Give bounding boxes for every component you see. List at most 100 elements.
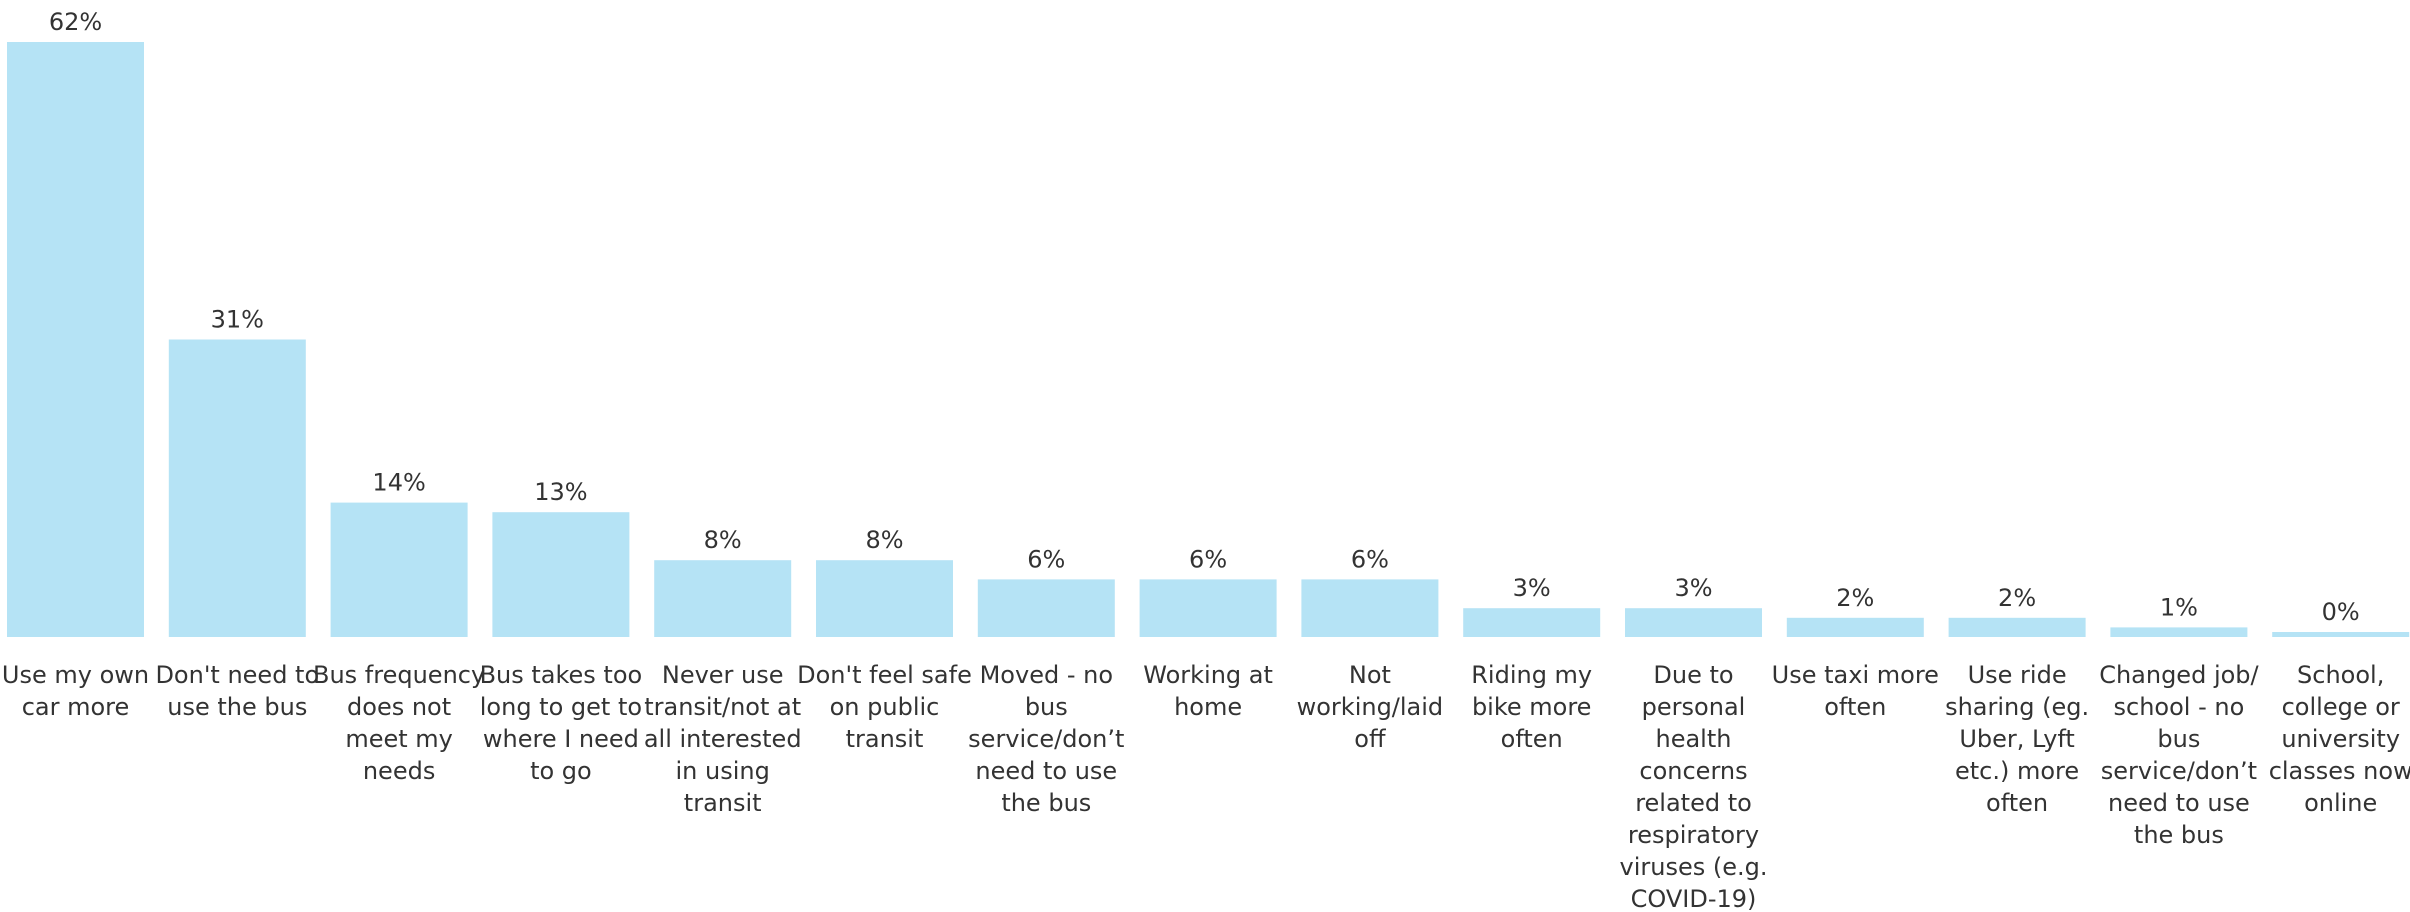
category-label: Never use transit/not at all interested in … [644, 661, 802, 817]
bar [654, 560, 792, 637]
bar [168, 339, 306, 637]
category-label: Moved - no bus service/don’t need to use the… [968, 661, 1124, 817]
category-label-line: home [1174, 693, 1242, 721]
category-label-line: meet my [345, 725, 453, 753]
category-label-line: Changed job/ [2099, 661, 2259, 689]
bar [1786, 617, 1924, 637]
category-label-line: does not [347, 693, 451, 721]
category-label-line: Not [1349, 661, 1391, 689]
category-label: Bus frequency does not meet my needs [313, 661, 485, 785]
category-label-line: the bus [2134, 821, 2224, 849]
value-label: 6% [1189, 545, 1227, 573]
category-label: Riding my bike more often [1471, 661, 1592, 753]
category-label-line: often [1986, 789, 2048, 817]
category-label-line: COVID-19) [1631, 885, 1757, 912]
category-label-line: Riding my [1471, 661, 1592, 689]
category-label: School, college or university classes now on… [2269, 661, 2410, 817]
category-label-line: need to use [2108, 789, 2250, 817]
category-label-line: Don't need to [155, 661, 319, 689]
category-label-line: Working at [1143, 661, 1273, 689]
category-label-line: bus [1025, 693, 1068, 721]
value-label: 31% [211, 306, 264, 334]
category-label-line: online [2304, 789, 2377, 817]
category-label-line: transit [684, 789, 762, 817]
category-label-line: Uber, Lyft [1959, 725, 2075, 753]
bar [977, 579, 1115, 637]
category-label-line: use the bus [167, 693, 307, 721]
category-labels-group: Use my own car more Don't need to use the b… [2, 661, 2410, 912]
category-label-line: to go [530, 757, 592, 785]
category-label-line: transit [846, 725, 924, 753]
category-label-line: bus [2157, 725, 2200, 753]
category-label-line: service/don’t [2101, 757, 2257, 785]
category-label-line: Bus frequency [313, 661, 485, 689]
bars-group [7, 42, 2410, 637]
category-label-line: working/laid [1297, 693, 1444, 721]
category-label-line: related to [1635, 789, 1752, 817]
value-label: 8% [704, 526, 742, 554]
category-label-line: bike more [1472, 693, 1592, 721]
bar [2110, 627, 2248, 637]
value-label: 3% [1513, 574, 1551, 602]
category-label-line: Use my own [2, 661, 149, 689]
category-label: Use taxi more often [1772, 661, 1939, 721]
bar [1463, 608, 1601, 637]
value-label: 2% [1836, 584, 1874, 612]
category-label-line: often [1824, 693, 1886, 721]
category-label-line: need to use [975, 757, 1117, 785]
value-label: 2% [1998, 584, 2036, 612]
value-label: 8% [865, 526, 903, 554]
category-label-line: long to get to [480, 693, 642, 721]
category-label-line: Bus takes too [480, 661, 643, 689]
category-label-line: personal [1642, 693, 1746, 721]
category-label-line: off [1354, 725, 1386, 753]
category-label-line: car more [22, 693, 130, 721]
category-label-line: sharing (eg. [1945, 693, 2089, 721]
category-label: Don't feel safe on public transit [797, 661, 972, 753]
bar [1948, 617, 2086, 637]
value-label: 6% [1351, 545, 1389, 573]
value-labels-group: 62% 31% 14% 13% 8% 8% 6% 6% 6% 3% 3% 2% 2% 1% 0% [49, 8, 2360, 626]
category-label-line: Never use [662, 661, 784, 689]
category-label-line: school - no [2114, 693, 2245, 721]
category-label-line: Use ride [1968, 661, 2067, 689]
category-label-line: Moved - no [980, 661, 1113, 689]
bar [1625, 608, 1762, 637]
category-label-line: concerns [1639, 757, 1747, 785]
category-label-line: college or [2282, 693, 2400, 721]
category-label-line: health [1656, 725, 1732, 753]
category-label: Don't need to use the bus [155, 661, 319, 721]
bar [330, 502, 468, 637]
category-label-line: Use taxi more [1772, 661, 1939, 689]
category-label-line: classes now [2269, 757, 2410, 785]
bar [2272, 632, 2410, 637]
category-label-line: university [2281, 725, 2400, 753]
value-label: 3% [1674, 574, 1712, 602]
category-label: Use my own car more [2, 661, 149, 721]
category-label-line: transit/not at [644, 693, 801, 721]
category-label-line: respiratory [1628, 821, 1759, 849]
category-label-line: all interested [644, 725, 802, 753]
value-label: 6% [1027, 545, 1065, 573]
category-label-line: School, [2297, 661, 2384, 689]
category-label-line: viruses (e.g. [1620, 853, 1768, 881]
value-label: 1% [2160, 593, 2198, 621]
category-label: Not working/laid off [1297, 661, 1444, 753]
category-label: Bus takes too long to get to where I need t… [480, 661, 643, 785]
category-label-line: Due to [1653, 661, 1733, 689]
bar [1301, 579, 1439, 637]
bar [7, 42, 144, 637]
category-label-line: where I need [483, 725, 639, 753]
value-label: 62% [49, 8, 102, 36]
bar [816, 560, 953, 637]
category-label-line: on public [830, 693, 940, 721]
category-label-line: the bus [1001, 789, 1091, 817]
value-label: 14% [372, 469, 425, 497]
category-label: Changed job/school - no bus service/don’t n… [2099, 661, 2259, 849]
category-label-line: service/don’t [968, 725, 1124, 753]
value-label: 0% [2322, 598, 2360, 626]
category-label-line: etc.) more [1955, 757, 2079, 785]
category-label: Due to personal health concerns related to re… [1620, 661, 1768, 912]
category-label-line: in using [676, 757, 770, 785]
